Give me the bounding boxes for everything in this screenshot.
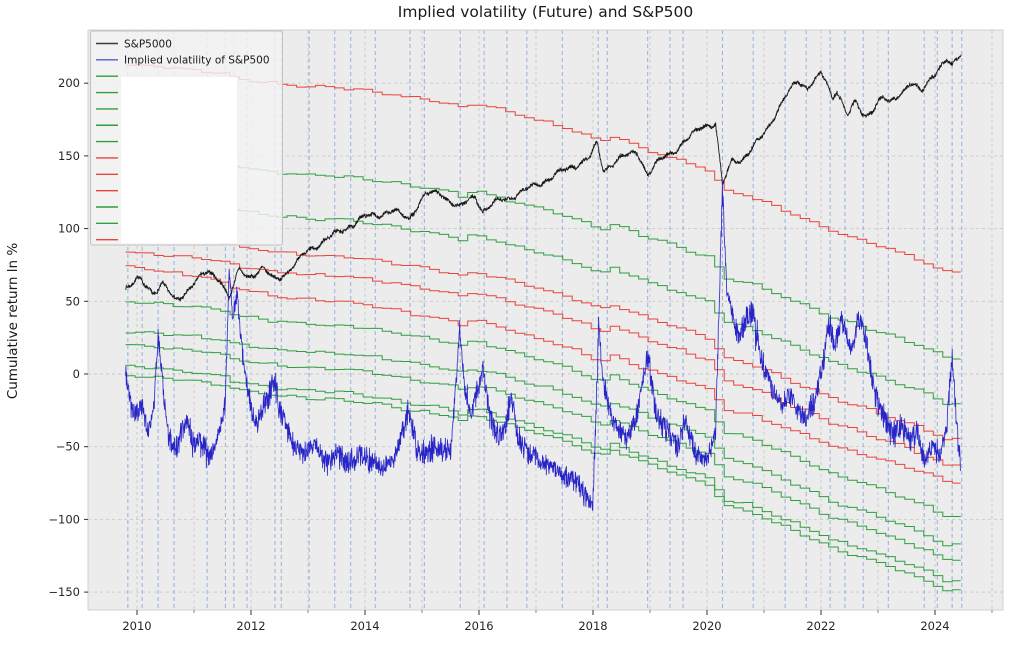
legend-label: S&P5000: [124, 38, 172, 50]
y-tick-label: 200: [58, 76, 80, 90]
y-tick-label: 0: [73, 367, 80, 381]
chart-title: Implied volatility (Future) and S&P500: [397, 3, 694, 21]
y-tick-label: 100: [58, 222, 80, 236]
legend-label: Implied volatility of S&P500: [124, 55, 270, 67]
legend-cover-patch: [121, 77, 237, 244]
strategy-line-10: [125, 375, 961, 592]
legend: S&P5000 Implied volatility of S&P500: [90, 30, 283, 246]
x-tick-label: 2024: [920, 619, 949, 633]
y-tick-label: −150: [48, 585, 80, 599]
strategy-line-7: [125, 331, 961, 547]
line-sp500: [125, 54, 962, 302]
x-tick-label: 2020: [692, 619, 721, 633]
strategy-line-3: [125, 232, 961, 441]
x-tick-label: 2014: [350, 619, 379, 633]
strategy-line-4: [125, 251, 961, 466]
strategy-line-9: [125, 364, 961, 583]
x-tick-label: 2016: [464, 619, 493, 633]
x-tick-label: 2018: [578, 619, 607, 633]
line-implied-vol: [125, 179, 961, 511]
strategy-line-6: [125, 301, 961, 517]
x-tick-label: 2010: [122, 619, 151, 633]
strategy-line-5: [125, 265, 961, 484]
y-tick-label: 150: [58, 149, 80, 163]
strategy-line-8: [125, 344, 961, 561]
x-tick-label: 2022: [806, 619, 835, 633]
plot-border: [87, 29, 1004, 611]
y-tick-label: −100: [48, 512, 80, 526]
axes: 200 150 100 50 0 −50 −100 −150 2010 2012 2014 2016 2…: [48, 76, 993, 633]
y-tick-label: 50: [65, 294, 80, 308]
y-tick-label: −50: [56, 440, 80, 454]
x-tick-label: 2012: [236, 619, 265, 633]
